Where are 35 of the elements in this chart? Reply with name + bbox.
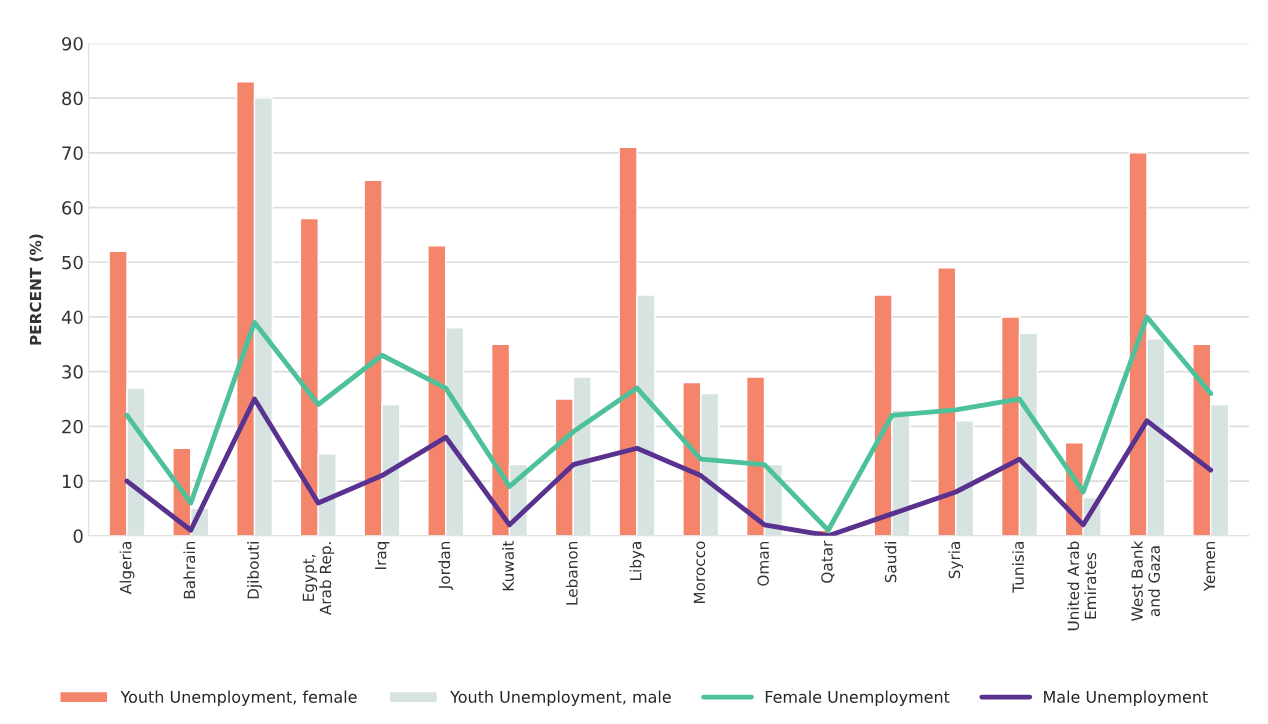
x-tick-label: Libya <box>629 542 645 580</box>
x-tick-label: Oman <box>757 541 769 586</box>
x-tick-label: Morocco <box>693 541 706 604</box>
y-tick-label: 50 <box>62 255 83 270</box>
x-tick-label: Qatar <box>821 540 835 583</box>
y-tick-label: 80 <box>62 91 83 106</box>
x-tick-label: Tunisia <box>1012 542 1024 593</box>
x-tick-label: Yemen <box>1203 541 1216 592</box>
line-series <box>124 396 1214 536</box>
y-tick-label: 0 <box>73 529 83 543</box>
x-tick-label: Syria <box>948 542 964 579</box>
line-series <box>124 314 1214 533</box>
y-axis-title: PERCENT (%) <box>29 234 44 345</box>
x-tick-label: Bahrain <box>183 541 196 599</box>
x-tick-label: Saudi <box>884 542 897 583</box>
x-tick-label: West Bank and Gaza <box>1131 540 1160 621</box>
legend-label: Male Unemployment <box>1044 690 1208 706</box>
legend-label: Female Unemployment <box>765 690 950 706</box>
y-tick-label: 70 <box>62 146 83 160</box>
y-tick-label: 60 <box>62 201 83 215</box>
x-tick-label: Djibouti <box>247 542 262 599</box>
y-tick-label: 30 <box>62 365 83 379</box>
legend-label: Youth Unemployment, male <box>450 690 671 706</box>
x-tick-label: Egypt, Arab Rep. <box>302 542 335 616</box>
x-tick-label: Algeria <box>119 542 135 595</box>
y-tick-label: 10 <box>62 474 83 489</box>
y-tick-label: 90 <box>62 36 83 51</box>
x-tick-label: Iraq <box>375 542 390 569</box>
x-tick-label: United Arab Emirates <box>1067 541 1097 631</box>
y-tick-label: 40 <box>61 310 83 325</box>
y-tick-label: 20 <box>62 419 83 434</box>
legend-label: Youth Unemployment, female <box>120 690 357 706</box>
x-tick-label: Kuwait <box>502 540 514 591</box>
x-tick-label: Lebanon <box>565 541 578 605</box>
x-tick-label: Jordan <box>438 541 454 591</box>
